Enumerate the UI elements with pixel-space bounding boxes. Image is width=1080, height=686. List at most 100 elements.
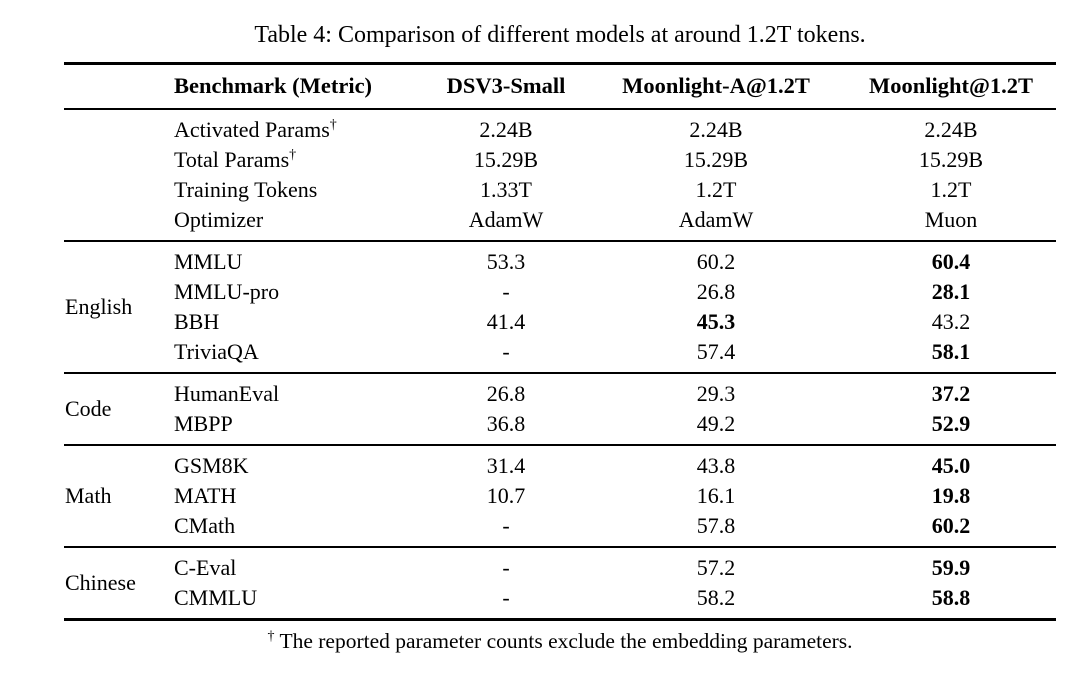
- benchmark-name: Training Tokens: [174, 177, 318, 202]
- table-group-chinese: Chinese C-Eval - 57.2 59.9 CMMLU - 58.2 58.8: [64, 547, 1056, 620]
- benchmark-name: TriviaQA: [174, 339, 259, 364]
- metric-value: -: [502, 339, 510, 364]
- metric-value: 29.3: [696, 381, 736, 406]
- table-group-math: Math GSM8K 31.4 43.8 45.0 MATH 10.7 16.1 19.8 CMa…: [64, 445, 1056, 547]
- benchmark-name: CMath: [174, 513, 236, 538]
- paper-page: Table 4: Comparison of different models …: [64, 22, 1056, 654]
- metric-value: 41.4: [486, 309, 526, 334]
- metric-value: 1.2T: [930, 177, 972, 202]
- metric-value: 10.7: [486, 483, 526, 508]
- metric-value: 15.29B: [683, 147, 749, 172]
- metric-value: 58.8: [931, 585, 971, 610]
- metric-value: -: [502, 585, 510, 610]
- metric-value: 19.8: [931, 483, 971, 508]
- column-header-benchmark-metric: Benchmark (Metric): [174, 73, 373, 98]
- table-row: MMLU-pro - 26.8 28.1: [64, 277, 1056, 307]
- table-row: Total Params† 15.29B 15.29B 15.29B: [64, 145, 1056, 175]
- metric-value: AdamW: [468, 207, 544, 232]
- metric-value: -: [502, 513, 510, 538]
- table-row: Code HumanEval 26.8 29.3 37.2: [64, 373, 1056, 421]
- table-row: Training Tokens 1.33T 1.2T 1.2T: [64, 175, 1056, 205]
- metric-value: AdamW: [678, 207, 754, 232]
- table-row: English MMLU 53.3 60.2 60.4: [64, 241, 1056, 319]
- benchmark-name: MMLU: [174, 249, 243, 274]
- table-group-params: Activated Params† 2.24B 2.24B 2.24B Total Pa…: [64, 109, 1056, 241]
- table-row: CMath - 57.8 60.2: [64, 511, 1056, 547]
- table-row: Chinese C-Eval - 57.2 59.9: [64, 547, 1056, 595]
- metric-value: 1.2T: [695, 177, 737, 202]
- benchmark-name: MBPP: [174, 411, 233, 436]
- table-row: Math GSM8K 31.4 43.8 45.0: [64, 445, 1056, 508]
- metric-value: -: [502, 279, 510, 304]
- metric-value: 58.1: [931, 339, 971, 364]
- metric-value: 43.8: [696, 453, 736, 478]
- metric-value: 2.24B: [479, 117, 533, 142]
- metric-value: 45.0: [931, 453, 971, 478]
- comparison-table: Benchmark (Metric) DSV3-Small Moonlight-…: [64, 62, 1056, 621]
- group-label: Math: [65, 483, 112, 508]
- metric-value: 36.8: [486, 411, 526, 436]
- metric-value: 60.2: [931, 513, 971, 538]
- metric-value: 45.3: [696, 309, 736, 334]
- table-row: CMMLU - 58.2 58.8: [64, 583, 1056, 620]
- dagger-icon: †: [289, 147, 297, 163]
- group-label: Chinese: [65, 570, 136, 595]
- metric-value: 52.9: [931, 411, 971, 436]
- metric-value: 26.8: [486, 381, 526, 406]
- benchmark-name: Optimizer: [174, 207, 264, 232]
- table-row: BBH 41.4 45.3 43.2: [64, 307, 1056, 337]
- metric-value: 37.2: [931, 381, 971, 406]
- footnote-text: The reported parameter counts exclude th…: [279, 629, 853, 653]
- table-header: Benchmark (Metric) DSV3-Small Moonlight-…: [64, 64, 1056, 110]
- header-row: Benchmark (Metric) DSV3-Small Moonlight-…: [64, 64, 1056, 110]
- benchmark-name: MATH: [174, 483, 237, 508]
- metric-value: 15.29B: [918, 147, 984, 172]
- dagger-icon: †: [329, 117, 337, 133]
- metric-value: -: [502, 555, 510, 580]
- metric-value: 59.9: [931, 555, 971, 580]
- metric-value: 57.2: [696, 555, 736, 580]
- table-caption: Table 4: Comparison of different models …: [254, 22, 866, 48]
- table-row: Activated Params† 2.24B 2.24B 2.24B: [64, 109, 1056, 145]
- benchmark-name: C-Eval: [174, 555, 237, 580]
- benchmark-name: MMLU-pro: [174, 279, 280, 304]
- benchmark-name: Total Params†: [174, 147, 297, 172]
- metric-value: 2.24B: [689, 117, 743, 142]
- group-label: Code: [65, 396, 112, 421]
- metric-value: 60.2: [696, 249, 736, 274]
- table-footnote: † The reported parameter counts exclude t…: [64, 629, 1056, 654]
- benchmark-name: Activated Params†: [174, 117, 337, 142]
- metric-value: 58.2: [696, 585, 736, 610]
- group-label: [64, 109, 174, 241]
- metric-value: 57.4: [696, 339, 736, 364]
- table-row: TriviaQA - 57.4 58.1: [64, 337, 1056, 373]
- column-header-moonlight-a-1-2t: Moonlight-A@1.2T: [622, 73, 810, 98]
- benchmark-name: BBH: [174, 309, 220, 334]
- table-row: MATH 10.7 16.1 19.8: [64, 481, 1056, 511]
- metric-value: 16.1: [696, 483, 736, 508]
- metric-value: 26.8: [696, 279, 736, 304]
- table-group-english: English MMLU 53.3 60.2 60.4 MMLU-pro - 26.8 28.1…: [64, 241, 1056, 373]
- benchmark-name: GSM8K: [174, 453, 249, 478]
- metric-value: 2.24B: [924, 117, 978, 142]
- table-row: MBPP 36.8 49.2 52.9: [64, 409, 1056, 445]
- column-header-dsv3-small: DSV3-Small: [446, 73, 566, 98]
- dagger-icon: †: [267, 628, 275, 644]
- metric-value: 1.33T: [480, 177, 532, 202]
- metric-value: 31.4: [486, 453, 526, 478]
- metric-value: 15.29B: [473, 147, 539, 172]
- table-group-code: Code HumanEval 26.8 29.3 37.2 MBPP 36.8 49.2 52.…: [64, 373, 1056, 445]
- benchmark-name: HumanEval: [174, 381, 280, 406]
- table-row: Optimizer AdamW AdamW Muon: [64, 205, 1056, 241]
- group-label: English: [65, 294, 133, 319]
- metric-value: 57.8: [696, 513, 736, 538]
- metric-value: Muon: [924, 207, 978, 232]
- metric-value: 43.2: [931, 309, 971, 334]
- header-spacer: [64, 64, 174, 110]
- benchmark-name: CMMLU: [174, 585, 258, 610]
- metric-value: 49.2: [696, 411, 736, 436]
- metric-value: 53.3: [486, 249, 526, 274]
- column-header-moonlight-1-2t: Moonlight@1.2T: [868, 73, 1034, 98]
- metric-value: 60.4: [931, 249, 971, 274]
- metric-value: 28.1: [931, 279, 971, 304]
